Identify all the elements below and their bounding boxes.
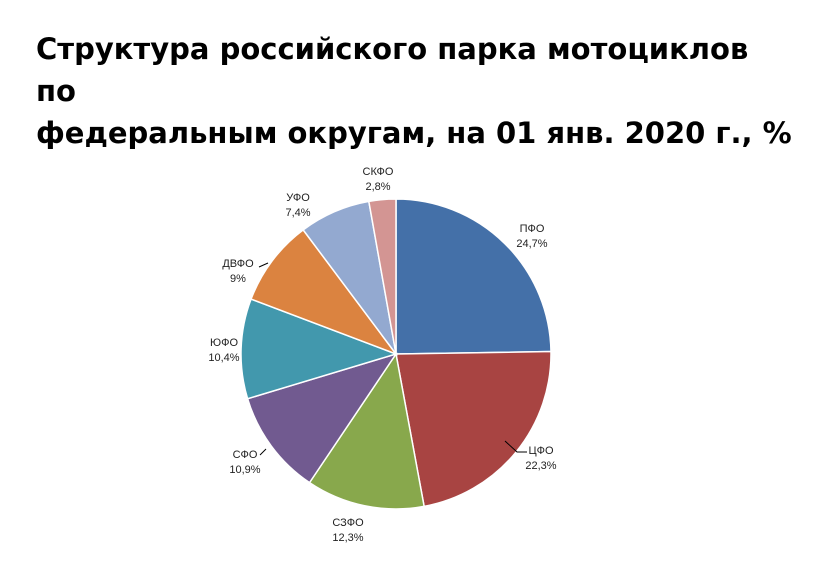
slice-name-label: ДВФО bbox=[222, 258, 254, 270]
pie-slice-6 bbox=[250, 228, 399, 356]
slice-value-label: 12,3% bbox=[332, 532, 363, 544]
chart-title-line-2: федеральным округам, на 01 янв. 2020 г.,… bbox=[36, 116, 792, 150]
slice-name-label: СФО bbox=[233, 449, 258, 461]
pie-slice-4 bbox=[246, 352, 398, 484]
pie-slice-1 bbox=[395, 198, 552, 355]
slice-value-label: 24,7% bbox=[516, 238, 547, 250]
chart-title: Структура российского парка мотоциклов п… bbox=[36, 28, 796, 154]
slice-name-label: ПФО bbox=[520, 223, 545, 235]
pie-slice-3 bbox=[308, 352, 426, 510]
slice-name-label: СЗФО bbox=[332, 517, 364, 529]
leader-line-2 bbox=[504, 440, 527, 453]
slice-value-label: 7,4% bbox=[285, 207, 310, 219]
slice-name-label: УФО bbox=[286, 192, 310, 204]
slice-value-label: 9% bbox=[230, 273, 246, 285]
slice-value-label: 10,4% bbox=[208, 352, 239, 364]
slice-name-label: ЦФО bbox=[528, 445, 554, 457]
slice-value-label: 2,8% bbox=[365, 181, 390, 193]
leader-line-6 bbox=[258, 262, 269, 268]
slice-value-label: 10,9% bbox=[229, 464, 260, 476]
chart-title-line-1: Структура российского парка мотоциклов п… bbox=[36, 32, 749, 108]
pie-slice-2 bbox=[395, 350, 552, 508]
slice-name-label: ЮФО bbox=[210, 337, 238, 349]
pie-slice-8 bbox=[367, 198, 397, 355]
slice-value-label: 22,3% bbox=[525, 460, 556, 472]
slice-name-label: СКФО bbox=[363, 166, 394, 178]
pie-slice-5 bbox=[240, 298, 399, 400]
leader-line-4 bbox=[259, 448, 267, 456]
